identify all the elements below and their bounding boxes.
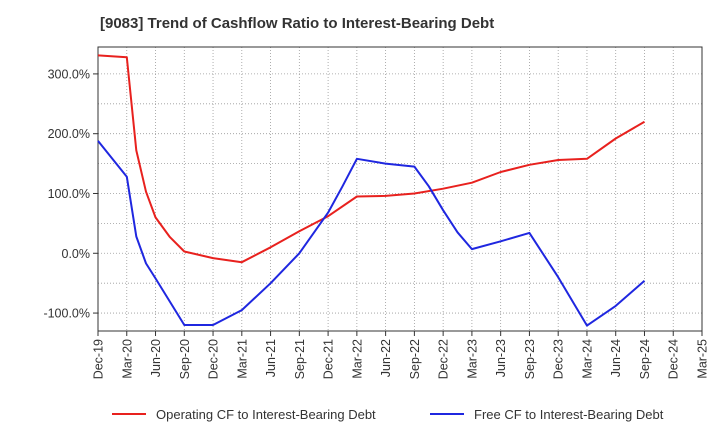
x-tick-label: Mar-24 [580,339,594,379]
x-tick-label: Dec-21 [322,339,336,379]
x-tick-label: Jun-22 [379,339,393,377]
x-tick-label: Jun-24 [609,339,623,377]
x-tick-label: Mar-22 [350,339,364,379]
y-tick-label: 0.0% [62,247,91,261]
x-tick-label: Jun-20 [149,339,163,377]
x-tick-label: Sep-21 [293,339,307,379]
series-line-2 [97,140,646,327]
y-tick-label: 200.0% [48,127,90,141]
x-tick-label: Sep-20 [178,339,192,379]
x-tick-label: Dec-23 [552,339,566,379]
x-tick-label: Mar-20 [120,339,134,379]
x-tick-label: Dec-19 [92,339,106,379]
y-tick-label: 300.0% [48,67,90,81]
x-tick-label: Dec-20 [207,339,221,379]
y-tick-label: -100.0% [43,307,90,321]
chart-title: [9083] Trend of Cashflow Ratio to Intere… [100,15,495,32]
x-tick-label: Mar-25 [696,339,710,379]
legend-label-2: Free CF to Interest-Bearing Debt [474,407,664,422]
series-line-1 [97,54,646,264]
x-tick-label: Sep-23 [523,339,537,379]
x-tick-label: Jun-23 [494,339,508,377]
x-tick-label: Sep-22 [408,339,422,379]
plot-frame [97,46,703,332]
x-tick-label: Mar-23 [465,339,479,379]
x-tick-label: Mar-21 [235,339,249,379]
legend-label-1: Operating CF to Interest-Bearing Debt [156,407,376,422]
y-tick-label: 100.0% [48,187,90,201]
x-tick-label: Dec-24 [667,339,681,379]
x-tick-label: Jun-21 [264,339,278,377]
x-tick-label: Dec-22 [437,339,451,379]
x-tick-label: Sep-24 [638,339,652,379]
